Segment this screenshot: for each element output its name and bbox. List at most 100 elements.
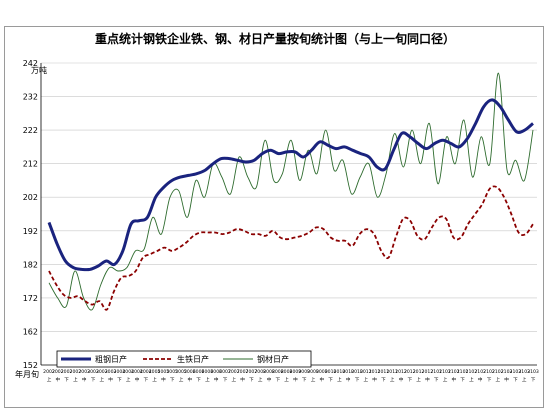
x-tick-period-label: 2002: [52, 369, 64, 375]
x-tick-period-label: 2009: [316, 369, 328, 375]
x-tick-period-label: 2005: [158, 369, 170, 375]
y-tick-label: 232: [23, 93, 38, 102]
x-tick-period-label: 2003: [87, 369, 99, 375]
x-tick-decade-label: 中: [451, 376, 456, 383]
series-line-crude-steel: [47, 98, 534, 272]
x-tick-period-label: 2101: [430, 369, 442, 375]
legend-label-steel-products: 钢材日产: [257, 354, 289, 364]
x-tick-period-label: 2004: [140, 369, 152, 375]
series-line-pig-iron: [48, 185, 534, 311]
x-axis: 2002上2002中2002下2002上2003中2003下2003上2003中…: [43, 369, 539, 383]
legend: 粗钢日产 生铁日产 钢材日产: [56, 350, 312, 368]
x-tick-decade-label: 中: [55, 376, 60, 383]
x-tick-decade-label: 上: [99, 376, 104, 383]
y-tick-label: 152: [23, 361, 38, 370]
x-tick-decade-label: 上: [231, 376, 236, 383]
x-tick-decade-label: 中: [293, 376, 298, 383]
x-tick-decade-label: 下: [355, 377, 360, 383]
chart-svg: 重点统计钢铁企业铁、钢、材日产量按旬统计图（与上一旬同口径） 152 162 172…: [15, 31, 539, 383]
x-tick-period-label: 2009: [290, 369, 302, 375]
x-tick-period-label: 2007: [237, 369, 249, 375]
x-tick-period-label: 2005: [149, 369, 161, 375]
x-tick-decade-label: 下: [117, 377, 122, 383]
x-tick-period-label: 2011: [369, 369, 381, 375]
x-tick-decade-label: 上: [522, 376, 527, 383]
x-tick-period-label: 2004: [114, 369, 126, 375]
x-tick-period-label: 2011: [360, 369, 372, 375]
x-axis-unit-label: 年月旬: [15, 369, 39, 379]
x-tick-period-label: 2012: [413, 369, 425, 375]
x-tick-decade-label: 中: [478, 376, 483, 383]
x-tick-period-label: 2006: [193, 369, 205, 375]
x-tick-period-label: 2008: [254, 369, 266, 375]
y-tick-label: 202: [23, 193, 38, 202]
x-tick-decade-label: 下: [64, 377, 69, 383]
x-tick-decade-label: 下: [302, 377, 307, 383]
y-tick-label: 172: [23, 294, 38, 303]
grid-layer: [41, 62, 537, 366]
y-tick-label: 182: [23, 260, 38, 269]
x-tick-decade-label: 下: [407, 377, 412, 383]
x-tick-decade-label: 中: [504, 376, 509, 383]
x-tick-decade-label: 上: [284, 376, 289, 383]
x-tick-decade-label: 上: [390, 376, 395, 383]
x-tick-decade-label: 下: [460, 377, 465, 383]
x-tick-decade-label: 上: [205, 376, 210, 383]
x-tick-decade-label: 上: [469, 376, 474, 383]
x-tick-period-label: 2006: [202, 369, 214, 375]
x-tick-period-label: 2003: [78, 369, 90, 375]
x-tick-decade-label: 上: [126, 376, 131, 383]
x-tick-decade-label: 下: [143, 377, 148, 383]
x-tick-decade-label: 上: [416, 376, 421, 383]
x-tick-period-label: 2005: [175, 369, 187, 375]
x-tick-decade-label: 上: [258, 376, 263, 383]
x-tick-period-label: 2004: [122, 369, 134, 375]
y-tick-label: 192: [23, 227, 38, 236]
x-tick-decade-label: 中: [425, 376, 430, 383]
x-tick-period-label: 2102: [474, 369, 486, 375]
x-tick-decade-label: 下: [249, 377, 254, 383]
x-tick-decade-label: 中: [108, 376, 113, 383]
x-tick-period-label: 2007: [228, 369, 240, 375]
x-tick-period-label: 2002: [61, 369, 73, 375]
x-tick-decade-label: 上: [152, 376, 157, 383]
x-tick-period-label: 2010: [342, 369, 354, 375]
x-tick-decade-label: 上: [73, 376, 78, 383]
x-tick-period-label: 2008: [272, 369, 284, 375]
x-tick-decade-label: 下: [487, 377, 492, 383]
x-tick-decade-label: 上: [495, 376, 500, 383]
x-tick-period-label: 2102: [492, 369, 504, 375]
x-tick-decade-label: 下: [513, 377, 518, 383]
x-tick-decade-label: 下: [381, 377, 386, 383]
x-tick-decade-label: 下: [328, 377, 333, 383]
x-tick-period-label: 2101: [439, 369, 451, 375]
x-tick-period-label: 2010: [351, 369, 363, 375]
x-tick-decade-label: 上: [363, 376, 368, 383]
chart-title: 重点统计钢铁企业铁、钢、材日产量按旬统计图（与上一旬同口径）: [95, 31, 455, 46]
x-tick-decade-label: 下: [223, 377, 228, 383]
x-tick-period-label: 2009: [298, 369, 310, 375]
x-tick-period-label: 2012: [422, 369, 434, 375]
x-tick-period-label: 2012: [404, 369, 416, 375]
x-tick-decade-label: 上: [337, 376, 342, 383]
x-tick-period-label: 2102: [466, 369, 478, 375]
x-tick-decade-label: 中: [214, 376, 219, 383]
x-tick-decade-label: 上: [47, 376, 52, 383]
x-tick-period-label: 2006: [184, 369, 196, 375]
x-tick-decade-label: 中: [267, 376, 272, 383]
x-tick-decade-label: 中: [319, 376, 324, 383]
x-tick-decade-label: 下: [434, 377, 439, 383]
x-tick-decade-label: 中: [399, 376, 404, 383]
x-tick-period-label: 2103: [518, 369, 530, 375]
x-tick-period-label: 2007: [219, 369, 231, 375]
x-tick-period-label: 2011: [386, 369, 398, 375]
x-tick-period-label: 2005: [166, 369, 178, 375]
legend-label-crude-steel: 粗钢日产: [95, 354, 127, 364]
x-tick-period-label: 2101: [457, 369, 469, 375]
x-tick-period-label: 2101: [448, 369, 460, 375]
x-tick-decade-label: 中: [161, 376, 166, 383]
x-tick-decade-label: 中: [187, 376, 192, 383]
x-tick-decade-label: 下: [196, 377, 201, 383]
x-tick-period-label: 2003: [96, 369, 108, 375]
x-tick-period-label: 2103: [501, 369, 513, 375]
